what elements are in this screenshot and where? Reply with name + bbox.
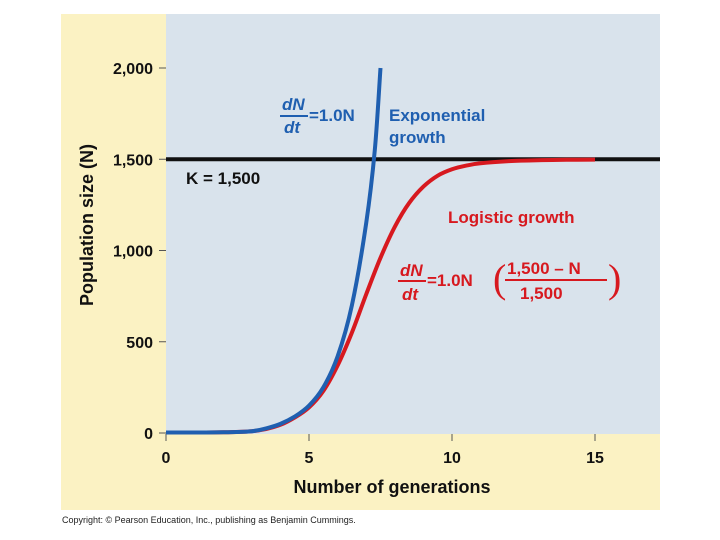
x-tick-label: 5	[305, 450, 314, 467]
x-tick-label: 15	[586, 450, 604, 467]
y-tick-label: 0	[144, 426, 153, 443]
x-tick-label: 10	[443, 450, 461, 467]
exponential-growth-line	[165, 67, 383, 435]
y-tick-label: 1,500	[113, 152, 153, 169]
plot-area	[166, 14, 660, 434]
y-axis-title: Population size (N)	[77, 144, 97, 306]
log-eq-right-paren: )	[608, 256, 621, 301]
log-eq-rhs: =1.0N	[427, 271, 473, 290]
log-eq-frac-denominator: 1,500	[520, 284, 563, 303]
y-tick-label: 2,000	[113, 61, 153, 78]
axis-ticks: 0 5 10 15 0 500 1,000 1,500 2,000	[113, 61, 604, 467]
exp-eq-numerator: dN	[282, 95, 305, 114]
y-tick-label: 500	[126, 335, 153, 352]
x-axis-title: Number of generations	[293, 477, 490, 497]
exp-label-line1: Exponential	[389, 106, 485, 125]
copyright-credit: Copyright: © Pearson Education, Inc., pu…	[62, 515, 356, 525]
log-eq-denominator: dt	[402, 285, 419, 304]
exp-label-line2: growth	[389, 128, 446, 147]
exp-eq-rhs: =1.0N	[309, 106, 355, 125]
log-eq-left-paren: (	[493, 256, 506, 301]
log-label: Logistic growth	[448, 208, 575, 227]
k-label: K = 1,500	[186, 169, 260, 188]
y-tick-label: 1,000	[113, 244, 153, 261]
exp-eq-denominator: dt	[284, 118, 301, 137]
x-tick-label: 0	[162, 450, 171, 467]
log-eq-frac-numerator: 1,500 – N	[507, 259, 581, 278]
log-eq-numerator: dN	[400, 261, 423, 280]
